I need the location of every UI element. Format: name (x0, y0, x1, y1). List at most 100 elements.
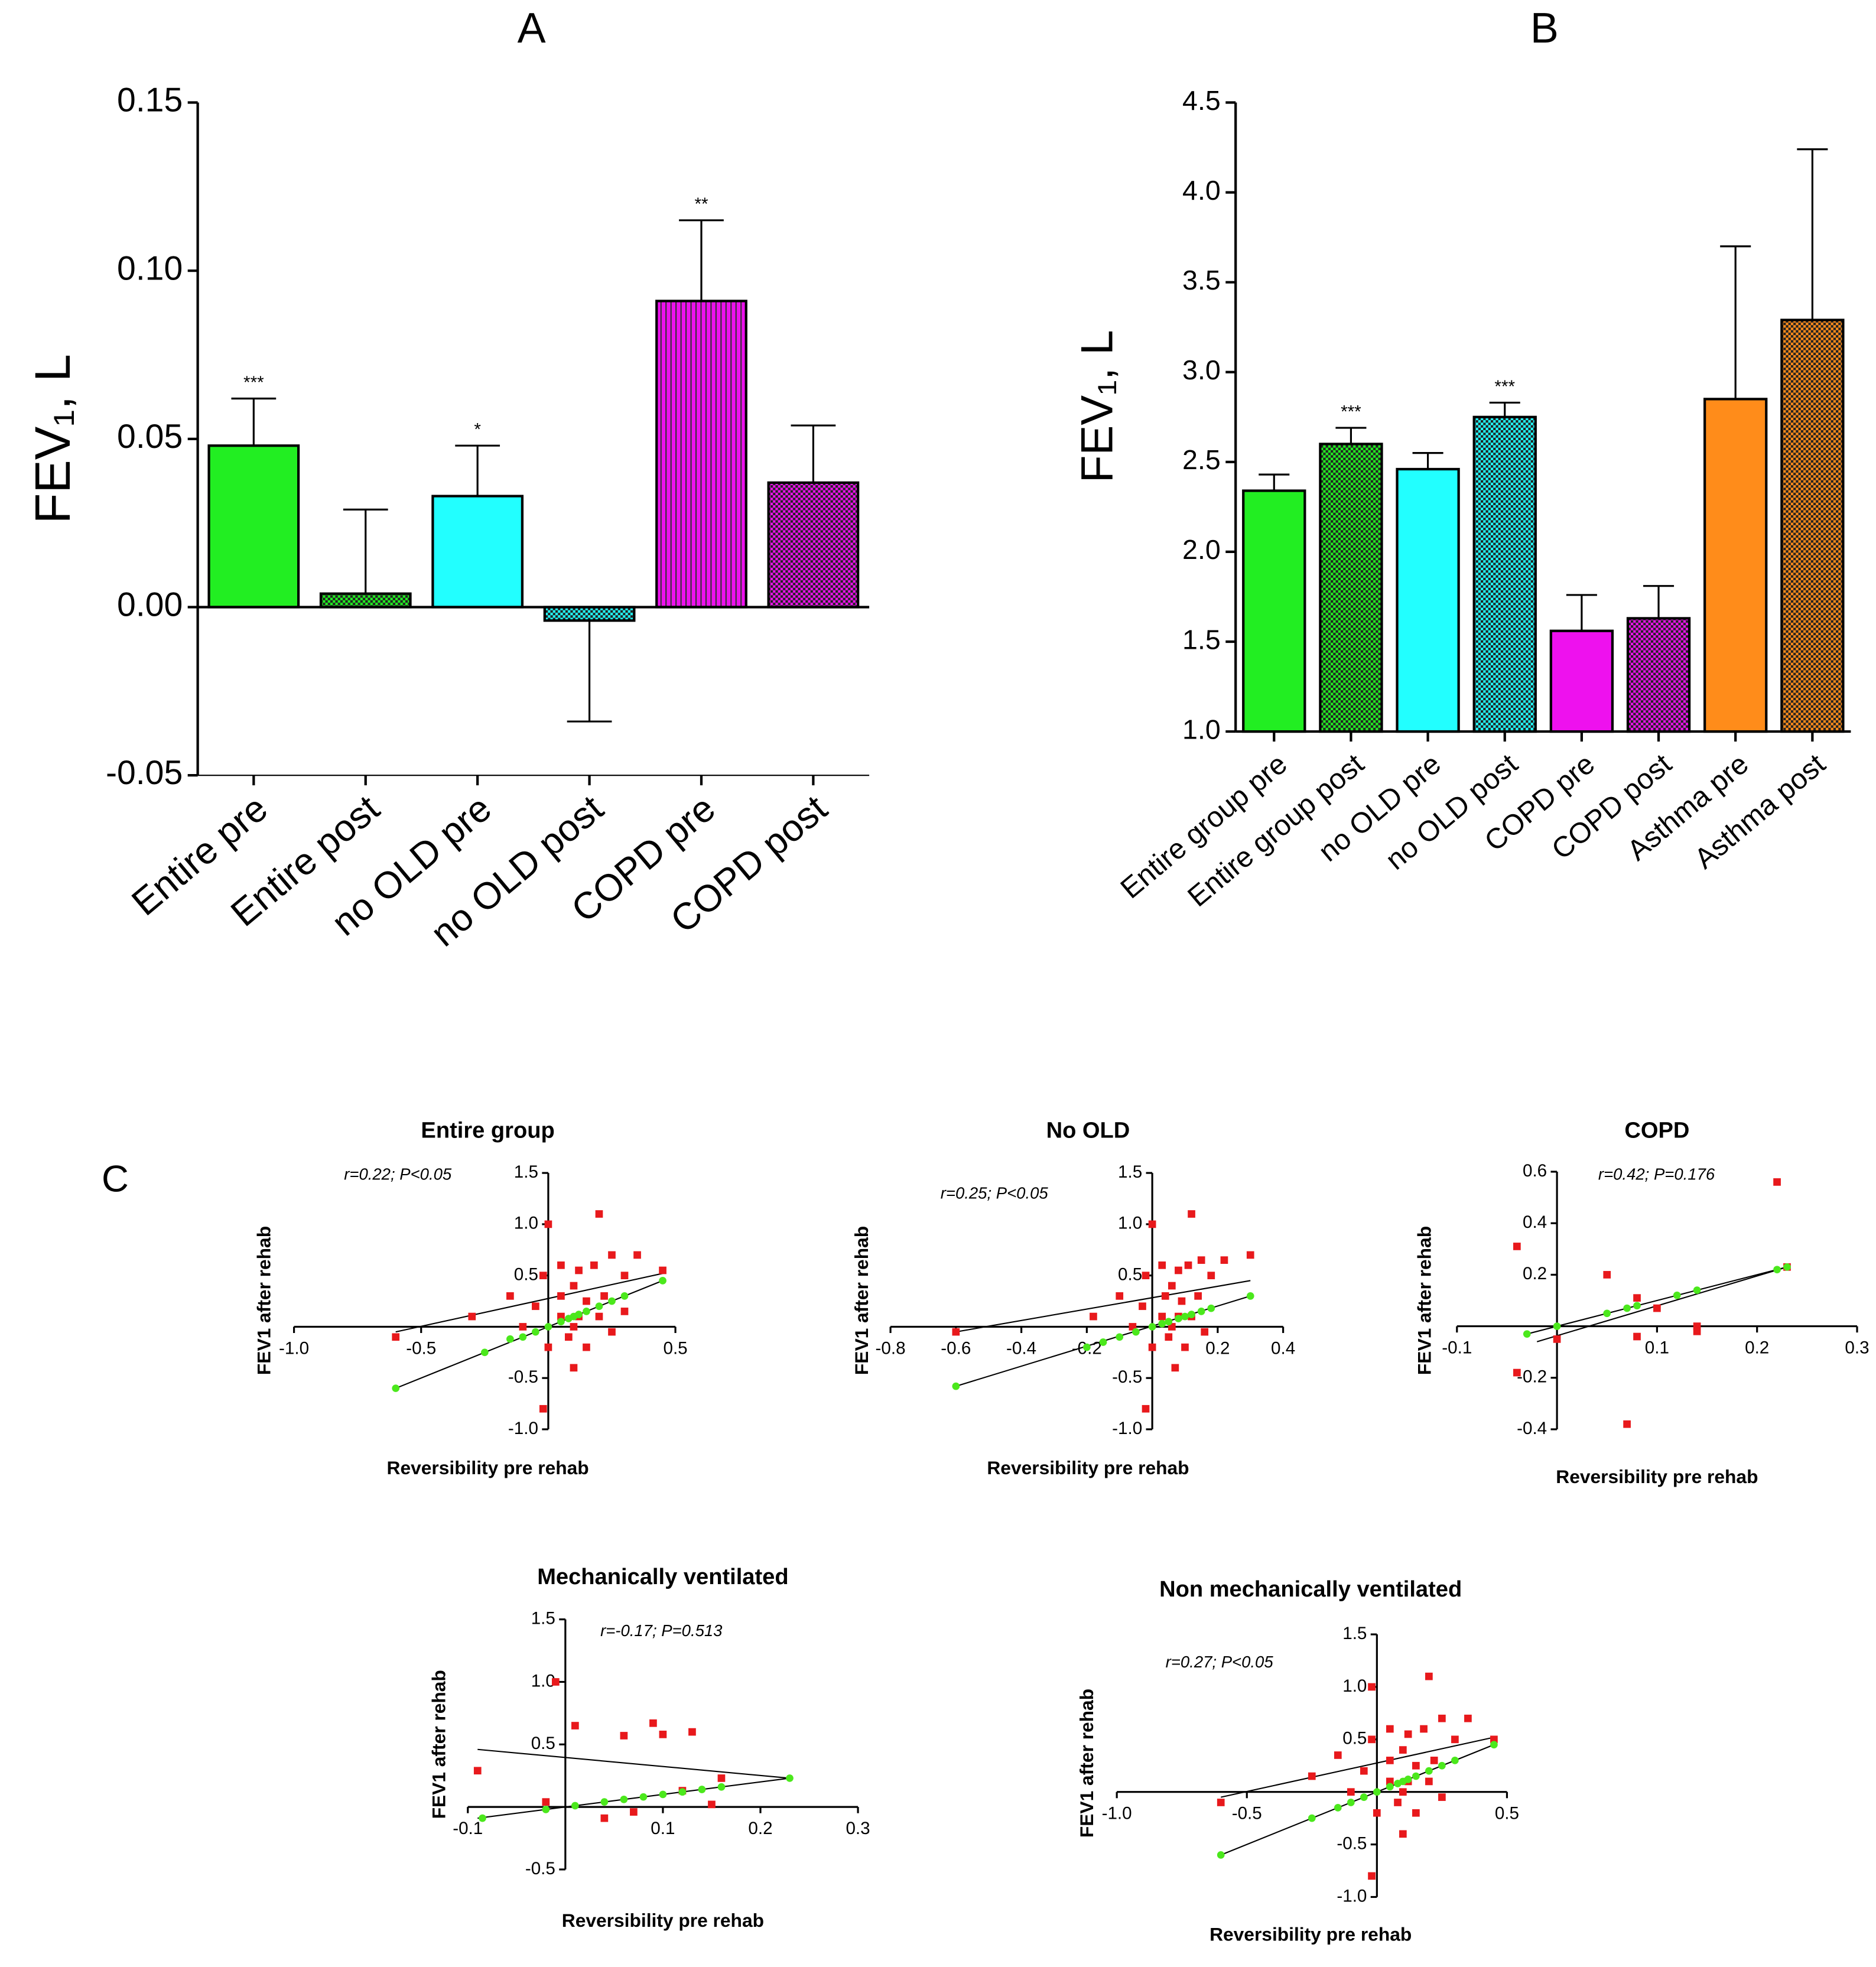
chart-title: Entire group (421, 1118, 554, 1143)
y-tick-label: 0.00 (117, 586, 183, 624)
point (1178, 1297, 1186, 1305)
point (708, 1800, 716, 1809)
bar (1319, 443, 1383, 733)
point (595, 1302, 603, 1311)
point (1201, 1328, 1209, 1336)
point (583, 1297, 590, 1305)
y-tick-label: 0.5 (1118, 1264, 1142, 1284)
point (1165, 1333, 1173, 1341)
point (571, 1802, 579, 1810)
x-tick-label: -0.5 (1232, 1804, 1262, 1823)
panel-label: B (1530, 5, 1559, 52)
point (1368, 1735, 1376, 1744)
point (608, 1297, 616, 1305)
point (1773, 1266, 1781, 1274)
point (1194, 1292, 1202, 1300)
point (659, 1266, 666, 1275)
point (1399, 1746, 1407, 1754)
y-tick-label: 1.0 (1342, 1676, 1367, 1696)
bar (1703, 398, 1768, 733)
point (1513, 1243, 1521, 1250)
fit-line (1527, 1266, 1787, 1335)
y-tick-label: 0.15 (117, 82, 183, 119)
point (544, 1220, 552, 1228)
point (595, 1312, 603, 1321)
x-axis-label: Reversibility pre rehab (1210, 1923, 1412, 1945)
point (1246, 1292, 1254, 1300)
y-axis-label: FEV1 after rehab (428, 1670, 450, 1819)
significance: *** (1341, 402, 1361, 421)
x-axis-label: Reversibility pre rehab (562, 1910, 764, 1931)
point (1603, 1271, 1611, 1279)
point (1464, 1714, 1472, 1722)
point (659, 1276, 666, 1285)
x-tick-label: no OLD post (1380, 747, 1524, 876)
y-tick-label: -1.0 (1112, 1419, 1142, 1438)
point (1783, 1263, 1791, 1271)
x-tick-label: -1.0 (1102, 1804, 1132, 1823)
y-tick-label: 4.0 (1182, 175, 1221, 206)
y-tick-label: -0.2 (1517, 1367, 1547, 1387)
x-tick-label: -1.0 (279, 1338, 309, 1358)
bar (1472, 415, 1537, 733)
fit-line (395, 1273, 663, 1333)
fit-line (395, 1280, 663, 1389)
point (620, 1732, 628, 1740)
y-tick-label: 0.5 (514, 1264, 538, 1284)
point (570, 1323, 578, 1331)
point (1246, 1251, 1254, 1259)
point (1347, 1788, 1355, 1796)
point (717, 1783, 726, 1791)
point (570, 1282, 578, 1290)
point (1386, 1725, 1394, 1733)
significance: *** (1494, 377, 1515, 396)
point (544, 1343, 552, 1351)
point (1188, 1210, 1195, 1218)
x-tick-label: -0.8 (876, 1338, 906, 1358)
point (649, 1719, 657, 1727)
point (1308, 1814, 1316, 1822)
bar (1626, 617, 1691, 733)
point (1184, 1261, 1192, 1269)
fit-line (955, 1280, 1251, 1333)
point (786, 1774, 794, 1782)
point (1513, 1368, 1521, 1377)
point (539, 1272, 547, 1280)
point (1523, 1330, 1531, 1338)
point (1425, 1777, 1433, 1786)
y-tick-label: 1.5 (1118, 1162, 1142, 1182)
point (532, 1302, 539, 1311)
point (1633, 1332, 1641, 1341)
x-axis-label: Reversibility pre rehab (387, 1457, 589, 1478)
point (1412, 1809, 1420, 1817)
point (1373, 1809, 1381, 1817)
point (595, 1210, 603, 1218)
y-tick-label: 1.5 (1342, 1624, 1367, 1643)
point (544, 1323, 552, 1331)
point (1158, 1319, 1166, 1328)
point (1197, 1308, 1205, 1315)
point (639, 1793, 648, 1801)
point (1368, 1683, 1376, 1691)
y-tick-label: 0.2 (1523, 1264, 1547, 1283)
point (473, 1767, 482, 1775)
y-tick-label: 2.5 (1182, 444, 1221, 475)
point (1158, 1261, 1166, 1269)
y-tick-label: 1.5 (514, 1162, 538, 1182)
fit-line (477, 1748, 790, 1779)
point (1693, 1286, 1701, 1294)
point (1386, 1757, 1394, 1764)
point (583, 1308, 590, 1315)
point (1132, 1328, 1140, 1336)
x-tick-label: 0.2 (1205, 1338, 1230, 1358)
point (1090, 1312, 1097, 1321)
y-tick-label: 4.5 (1182, 85, 1221, 116)
point (590, 1261, 598, 1269)
point (1207, 1272, 1215, 1280)
point (1425, 1672, 1433, 1680)
y-axis-label: FEV₁, L (1072, 330, 1123, 483)
y-axis-label: FEV1 after rehab (1076, 1689, 1097, 1838)
point (1438, 1761, 1446, 1770)
x-tick-label: 0.1 (651, 1819, 675, 1838)
